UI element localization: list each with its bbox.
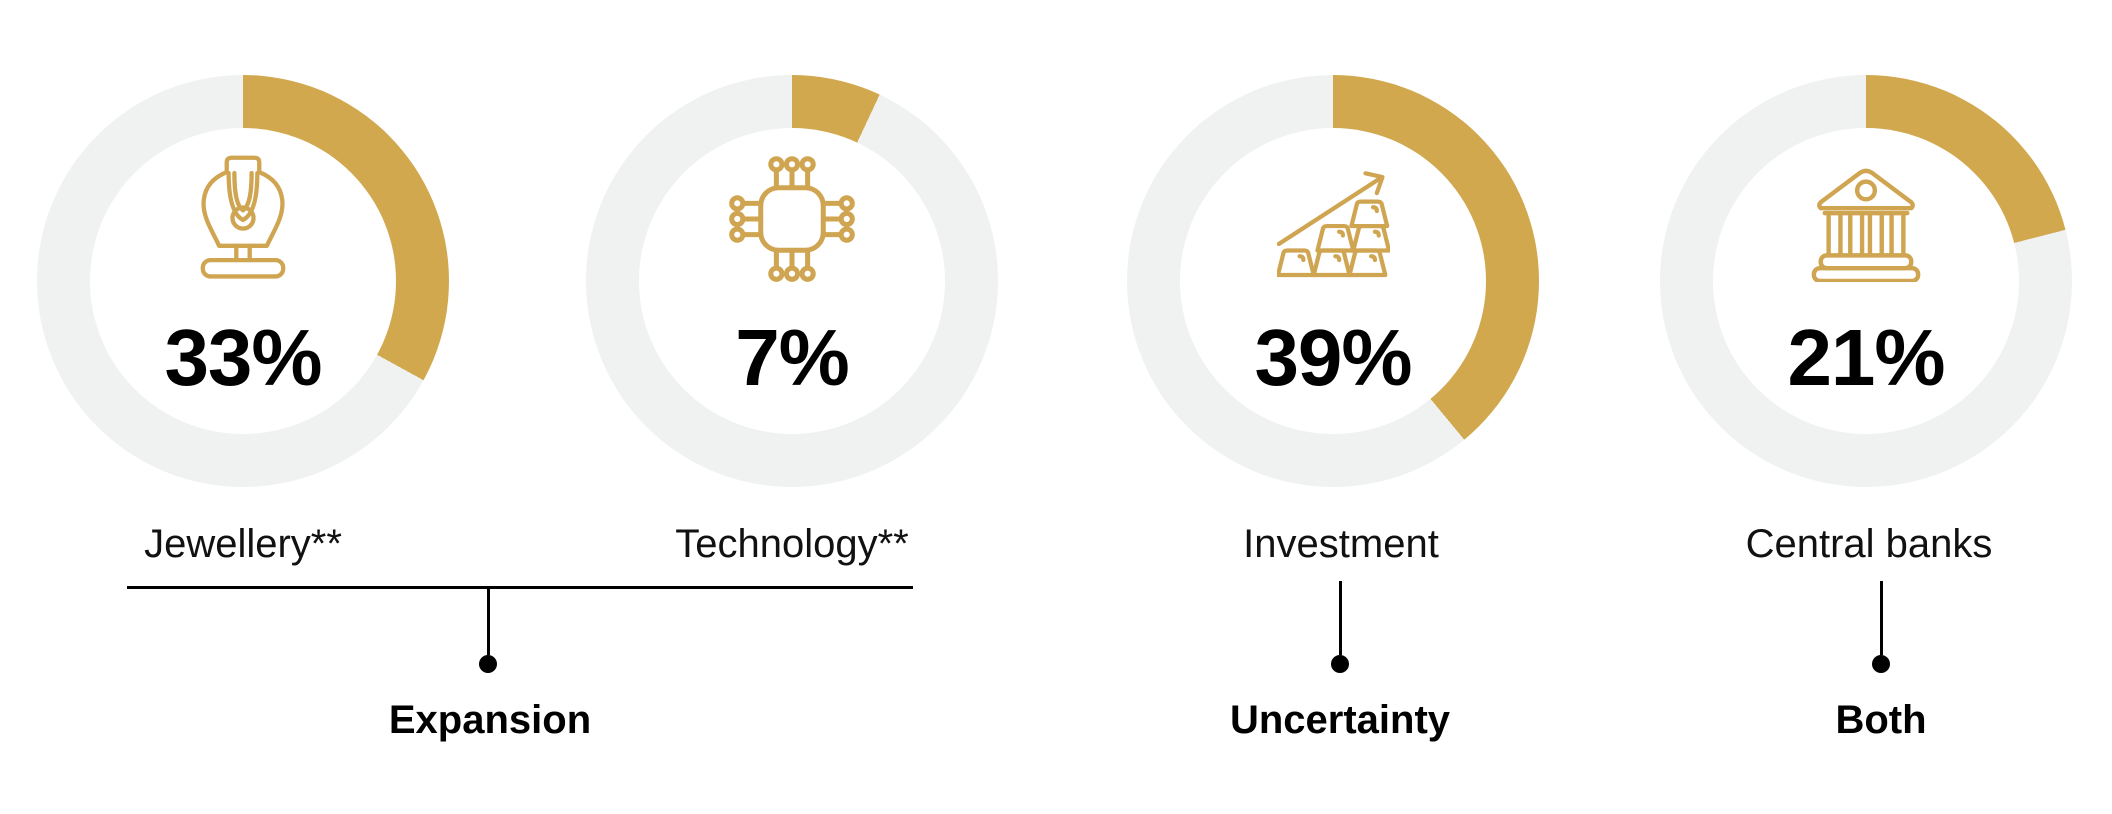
donut-chart-jewellery: 33% bbox=[37, 75, 449, 487]
donut-value: 7% bbox=[735, 313, 850, 402]
expansion-bracket-line bbox=[127, 586, 913, 589]
both-connector-line bbox=[1880, 581, 1883, 655]
donut-hole: 7% bbox=[639, 128, 945, 434]
expansion-connector-line bbox=[487, 588, 490, 655]
both-connector-dot bbox=[1872, 655, 1890, 673]
donut-value: 21% bbox=[1787, 313, 1945, 402]
category-label-jewellery: Jewellery** bbox=[144, 522, 342, 566]
expansion-connector-dot bbox=[479, 655, 497, 673]
uncertainty-connector-dot bbox=[1331, 655, 1349, 673]
group-label-both: Both bbox=[1835, 698, 1927, 742]
jewellery-necklace-icon bbox=[190, 150, 296, 288]
investment-gold-bars-icon bbox=[1276, 150, 1390, 288]
central-banks-building-icon bbox=[1807, 150, 1925, 288]
donut-value: 39% bbox=[1254, 313, 1412, 402]
category-label-investment: Investment bbox=[1243, 522, 1439, 566]
group-label-uncertainty: Uncertainty bbox=[1229, 698, 1451, 742]
donut-chart-central-banks: 21% bbox=[1660, 75, 2072, 487]
group-label-expansion: Expansion bbox=[388, 698, 592, 742]
uncertainty-connector-line bbox=[1339, 581, 1342, 655]
donut-chart-technology: 7% bbox=[586, 75, 998, 487]
donut-value: 33% bbox=[164, 313, 322, 402]
technology-chip-icon bbox=[725, 150, 859, 288]
donut-hole: 33% bbox=[90, 128, 396, 434]
donut-hole: 39% bbox=[1180, 128, 1486, 434]
donut-chart-investment: 39% bbox=[1127, 75, 1539, 487]
donut-hole: 21% bbox=[1713, 128, 2019, 434]
category-label-central-banks: Central banks bbox=[1745, 522, 1993, 566]
category-label-technology: Technology** bbox=[675, 522, 909, 566]
